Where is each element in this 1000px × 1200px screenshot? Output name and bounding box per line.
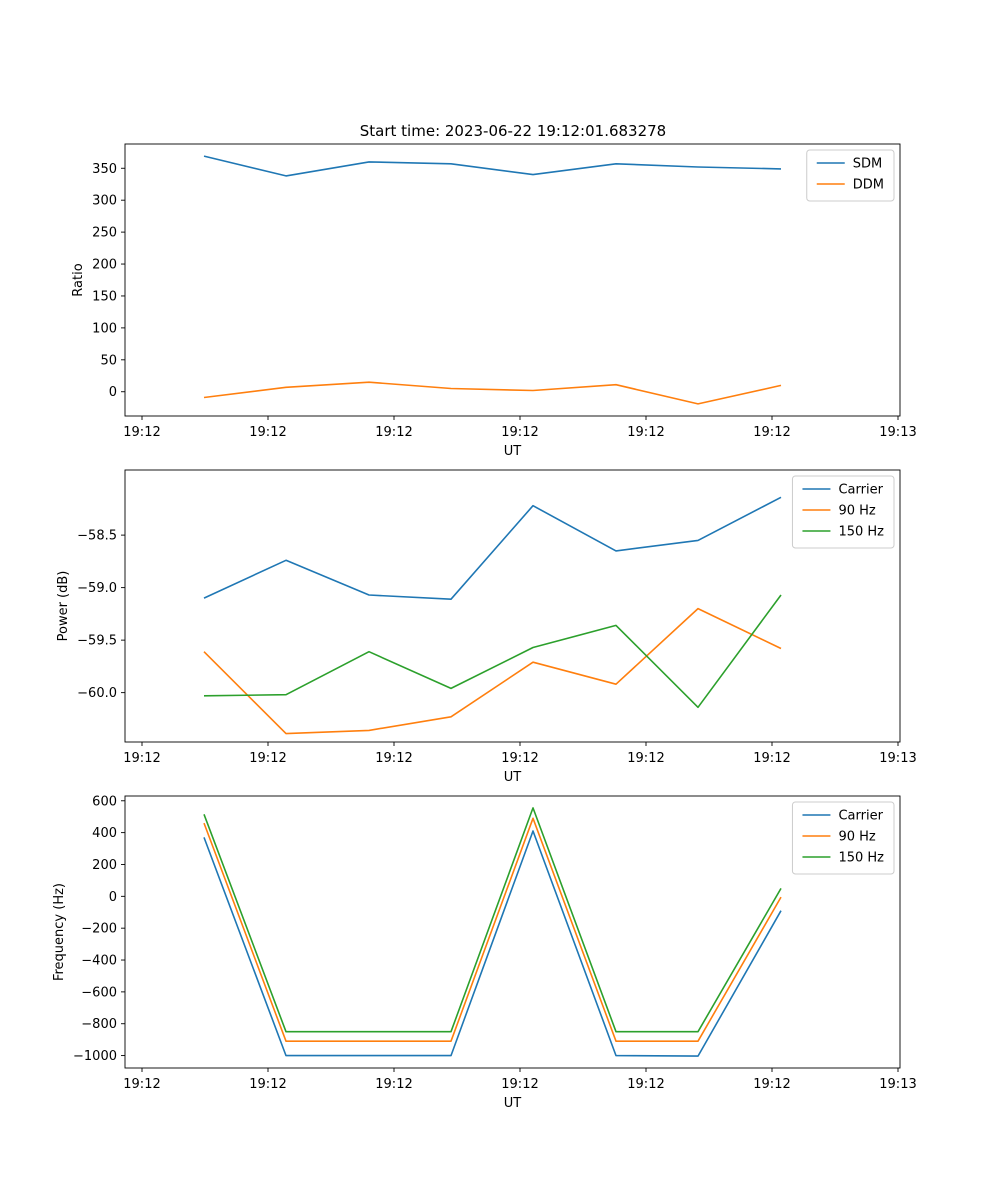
x-tick-label: 19:12 [501, 425, 538, 440]
y-tick-label: 300 [92, 194, 117, 209]
series-line-carrier [203, 496, 782, 601]
y-tick-label: −1000 [73, 1049, 117, 1064]
y-tick-label: −60.0 [77, 686, 117, 701]
y-tick-label: 400 [92, 826, 117, 841]
x-tick-label: 19:12 [627, 751, 664, 766]
y-tick-label: 0 [109, 890, 117, 905]
x-tick-label: 19:12 [123, 425, 160, 440]
x-tick-label: 19:12 [753, 751, 790, 766]
x-tick-label: 19:12 [753, 425, 790, 440]
axes-frame [124, 795, 901, 1069]
x-tick-label: 19:12 [249, 425, 286, 440]
legend-label: DDM [853, 178, 884, 193]
x-tick-label: 19:12 [249, 751, 286, 766]
series-line-90-hz [203, 817, 782, 1042]
y-tick-label: 50 [100, 353, 117, 368]
y-tick-label: 0 [109, 385, 117, 400]
y-tick-label: 100 [92, 321, 117, 336]
figure-title: Start time: 2023-06-22 19:12:01.683278 [360, 122, 666, 140]
legend: Carrier 90 Hz 150 Hz [791, 475, 895, 549]
legend-label: 90 Hz [838, 504, 875, 519]
x-tick-label: 19:12 [123, 1077, 160, 1092]
x-tick-label: 19:12 [501, 751, 538, 766]
x-tick-label: 19:13 [879, 1077, 916, 1092]
legend-label: Carrier [838, 483, 883, 498]
legend-label: Carrier [838, 809, 883, 824]
series-line-90-hz [203, 607, 782, 735]
y-tick-label: 150 [92, 289, 117, 304]
x-tick-label: 19:12 [627, 425, 664, 440]
x-axis-label: UT [504, 1096, 522, 1111]
x-tick-label: 19:12 [753, 1077, 790, 1092]
x-tick-label: 19:13 [879, 425, 916, 440]
series-line-ddm [203, 381, 782, 405]
series-line-sdm [203, 155, 782, 177]
series-line-150-hz [203, 594, 782, 709]
ratio-panel: 19:12 19:12 19:12 19:12 19:12 19:12 19:13 0 50 10… [71, 143, 917, 459]
y-tick-label: 350 [92, 162, 117, 177]
x-tick-label: 19:12 [627, 1077, 664, 1092]
y-tick-label: −400 [81, 954, 117, 969]
y-axis-label: Ratio [71, 263, 86, 296]
y-axis-label: Power (dB) [56, 571, 71, 642]
x-axis-label: UT [504, 444, 522, 459]
power-panel: 19:12 19:12 19:12 19:12 19:12 19:12 19:13 −60.0… [56, 469, 917, 785]
y-tick-label: 200 [92, 858, 117, 873]
legend-label: 150 Hz [838, 851, 884, 866]
legend: SDM DDM [806, 149, 895, 202]
axes-frame [124, 143, 901, 417]
series-line-carrier [203, 830, 782, 1057]
x-tick-label: 19:12 [249, 1077, 286, 1092]
axes-frame [124, 469, 901, 743]
y-tick-label: −59.0 [77, 581, 117, 596]
x-tick-label: 19:12 [375, 425, 412, 440]
frequency-panel: 19:12 19:12 19:12 19:12 19:12 19:12 19:13 −1000… [52, 794, 917, 1111]
y-tick-label: −58.5 [77, 529, 117, 544]
series-line-150-hz [203, 807, 782, 1033]
x-tick-label: 19:12 [375, 751, 412, 766]
y-tick-label: 200 [92, 258, 117, 273]
x-axis-label: UT [504, 770, 522, 785]
x-tick-label: 19:12 [123, 751, 160, 766]
legend-box [791, 801, 895, 875]
y-tick-label: −200 [81, 922, 117, 937]
y-tick-label: −600 [81, 985, 117, 1000]
x-tick-label: 19:12 [501, 1077, 538, 1092]
legend-box [791, 475, 895, 549]
x-tick-label: 19:12 [375, 1077, 412, 1092]
y-axis-label: Frequency (Hz) [52, 883, 67, 981]
legend-label: 90 Hz [838, 830, 875, 845]
y-tick-label: −59.5 [77, 634, 117, 649]
x-tick-label: 19:13 [879, 751, 916, 766]
legend-label: SDM [853, 157, 882, 172]
y-tick-label: 600 [92, 794, 117, 809]
legend-label: 150 Hz [838, 525, 884, 540]
y-tick-label: −800 [81, 1017, 117, 1032]
legend: Carrier 90 Hz 150 Hz [791, 801, 895, 875]
y-tick-label: 250 [92, 226, 117, 241]
